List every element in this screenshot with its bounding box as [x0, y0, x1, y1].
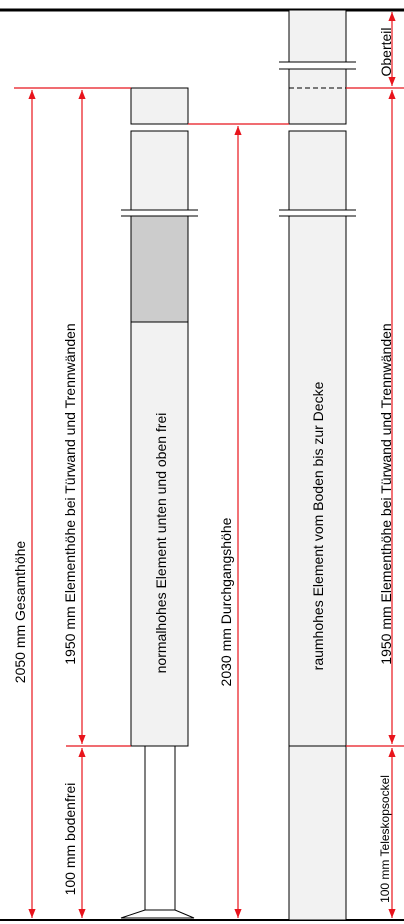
label-teleskopsockel: 100 mm Teleskopsockel	[378, 775, 392, 903]
label-elementhoehe-left: 1950 mm Elementhöhe bei Türwand und Tren…	[62, 323, 78, 664]
label-gesamthoehe: 2050 mm Gesamthöhe	[12, 541, 28, 684]
left-foot	[120, 909, 195, 919]
label-normalhohes-element: normalhohes Element unten und oben frei	[153, 413, 169, 674]
left-upper-panel	[130, 130, 189, 211]
right-oberteil-panel	[288, 68, 347, 125]
left-glass-inset	[130, 215, 189, 323]
label-bodenfrei: 100 mm bodenfrei	[62, 783, 78, 896]
right-main-panel	[288, 215, 347, 747]
left-top-cap	[130, 87, 189, 125]
left-post	[144, 745, 176, 911]
label-elementhoehe-right: 1950 mm Elementhöhe bei Türwand und Tren…	[378, 323, 394, 664]
right-top-section	[288, 9, 347, 63]
floor-to-ceiling-element	[279, 9, 356, 921]
label-oberteil: Oberteil	[378, 27, 394, 76]
dimension-lines	[14, 12, 404, 918]
label-durchgangshoehe: 2030 mm Durchgangshöhe	[218, 517, 234, 686]
right-socket-panel	[288, 745, 347, 921]
right-upper-panel	[288, 130, 347, 211]
label-raumhohes-element: raumhohes Element vom Boden bis zur Deck…	[310, 381, 326, 670]
normal-height-element	[120, 87, 198, 919]
